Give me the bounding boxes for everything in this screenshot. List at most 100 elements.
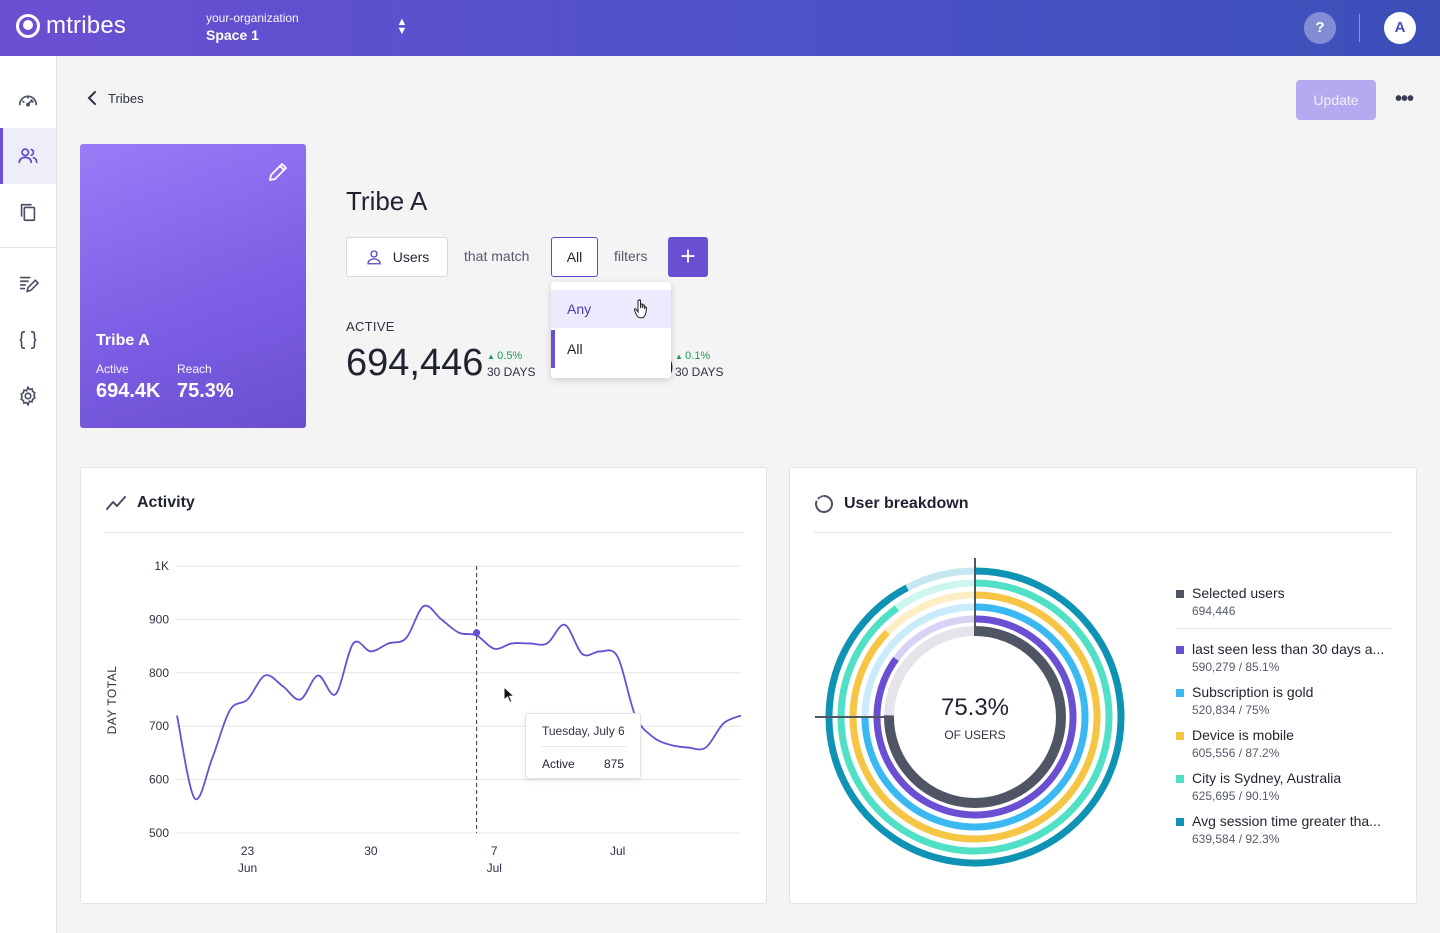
ring-arc <box>884 626 1066 808</box>
activity-panel: Activity <box>80 467 767 904</box>
x-tick-month: Jun <box>238 861 257 875</box>
ring-track <box>861 603 978 721</box>
chart-tooltip: Tuesday, July 6 Active 875 <box>525 713 641 779</box>
ring-arc <box>861 603 1089 831</box>
tribe-card-reach: Reach 75.3% <box>177 362 234 403</box>
top-bar: mtribes your-organization Space 1 ▲ ▼ ? A <box>0 0 1440 56</box>
trend-line-icon <box>106 496 126 510</box>
option-all[interactable]: All <box>551 330 671 368</box>
gear-icon <box>20 385 36 407</box>
chevron-updown-icon[interactable]: ▲ ▼ <box>396 16 408 37</box>
users-button[interactable]: Users <box>346 237 448 277</box>
page-title: Tribe A <box>346 186 428 216</box>
active-delta: 0.5% 30 DAYS <box>487 350 535 379</box>
breakdown-title: User breakdown <box>814 494 968 514</box>
active-delta-period: 30 DAYS <box>487 365 536 379</box>
sidebar-item-code[interactable] <box>0 312 56 368</box>
y-axis-label: DAY TOTAL <box>105 666 119 735</box>
gauge-icon <box>18 95 38 107</box>
y-tick-label: 900 <box>149 612 169 626</box>
legend-value: 639,584 / 92.3% <box>1192 832 1280 846</box>
hover-point <box>473 629 481 637</box>
breakdown-center-label: OF USERS <box>944 728 1006 742</box>
ring-arc <box>837 579 1113 855</box>
users-icon <box>18 148 38 164</box>
y-tick-label: 700 <box>149 719 169 733</box>
ring-arc <box>849 591 1101 843</box>
space-switcher[interactable]: your-organization Space 1 <box>206 11 299 43</box>
tribe-card: Tribe A Active 694.4K Reach 75.3% <box>80 144 306 428</box>
sidebar <box>0 56 57 933</box>
ring-track <box>883 591 978 636</box>
legend-item-selected-users: Selected users 694,446 <box>1176 585 1392 618</box>
active-delta-pct: 0.5% <box>487 350 535 362</box>
active-stat-value: 694,446 <box>346 342 484 384</box>
header-divider <box>1359 14 1360 42</box>
filters-text: filters <box>614 248 648 264</box>
option-any[interactable]: Any <box>551 290 671 328</box>
that-match-text: that match <box>464 248 530 264</box>
legend-swatch <box>1176 732 1184 740</box>
legend-swatch <box>1176 590 1184 598</box>
tribe-card-title: Tribe A <box>96 332 150 349</box>
tooltip-divider <box>542 746 626 747</box>
tooltip-date: Tuesday, July 6 <box>542 724 625 738</box>
users-button-label: Users <box>392 249 430 265</box>
x-tick-label: 23 <box>241 844 255 858</box>
active-series-line <box>176 604 742 801</box>
sidebar-item-tribes[interactable] <box>0 128 56 184</box>
breakdown-legend: Selected users 694,446 last seen less th… <box>1176 585 1392 856</box>
avatar[interactable]: A <box>1384 12 1416 44</box>
legend-swatch <box>1176 775 1184 783</box>
reach-delta-period: 30 DAYS <box>675 365 724 379</box>
sidebar-item-collections[interactable] <box>0 184 56 240</box>
breakdown-title-text: User breakdown <box>844 495 969 512</box>
braces-icon <box>19 330 37 350</box>
y-tick-label: 600 <box>149 773 169 787</box>
sidebar-item-dashboard[interactable] <box>0 72 56 128</box>
tribe-card-reach-value: 75.3% <box>177 380 234 402</box>
mtribes-logo[interactable]: mtribes <box>16 12 126 40</box>
help-button[interactable]: ? <box>1304 12 1336 44</box>
pencil-icon[interactable] <box>266 160 290 184</box>
add-filter-button[interactable]: + <box>668 237 708 277</box>
ring-track <box>892 615 978 663</box>
activity-divider <box>105 532 743 533</box>
space-name: Space 1 <box>206 27 259 43</box>
breadcrumb-label: Tribes <box>108 90 144 106</box>
tribe-card-active: Active 694.4K <box>96 362 161 403</box>
donut-chart-icon <box>815 495 833 513</box>
y-tick-label: 800 <box>149 666 169 680</box>
more-options-icon[interactable]: ••• <box>1394 88 1414 110</box>
legend-name: Subscription is gold <box>1192 684 1314 700</box>
legend-item-device: Device is mobile 605,556 / 87.2% <box>1176 727 1392 760</box>
legend-name: Selected users <box>1192 585 1285 601</box>
legend-swatch <box>1176 646 1184 654</box>
activity-title: Activity <box>105 494 195 512</box>
legend-item-session-time: Avg session time greater tha... 639,584 … <box>1176 813 1392 846</box>
copy-icon <box>20 203 36 222</box>
back-to-tribes-link[interactable]: Tribes <box>86 90 144 106</box>
sidebar-item-settings[interactable] <box>0 368 56 424</box>
tooltip-label: Active <box>542 757 575 771</box>
ring-arc <box>825 567 1125 867</box>
y-tick-label: 500 <box>149 826 169 840</box>
sidebar-divider <box>0 247 56 248</box>
legend-name: City is Sydney, Australia <box>1192 770 1342 786</box>
update-button[interactable]: Update <box>1296 80 1376 120</box>
breakdown-center-value: 75.3% <box>940 694 1010 721</box>
legend-value: 520,834 / 75% <box>1192 703 1270 717</box>
active-stat-label: ACTIVE <box>346 319 395 334</box>
legend-item-subscription: Subscription is gold 520,834 / 75% <box>1176 684 1392 717</box>
tribe-card-reach-label: Reach <box>177 362 212 376</box>
arrow-cursor-icon <box>503 686 515 704</box>
ring-track <box>884 626 975 716</box>
legend-name: last seen less than 30 days a... <box>1192 641 1385 657</box>
sidebar-item-content[interactable] <box>0 256 56 312</box>
legend-name: Avg session time greater tha... <box>1192 813 1381 829</box>
edit-list-icon <box>19 276 39 293</box>
match-mode-select[interactable]: All <box>551 237 598 277</box>
reach-delta: 0.1% 30 DAYS <box>675 350 723 379</box>
ring-arc <box>873 615 1077 819</box>
